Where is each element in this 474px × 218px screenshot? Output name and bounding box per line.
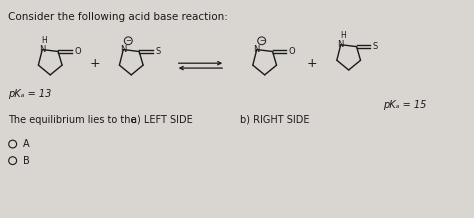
Text: +: + [90,57,100,70]
Text: pKₐ = 13: pKₐ = 13 [8,89,51,99]
Text: O: O [74,47,81,56]
Text: N: N [254,45,260,54]
Text: +: + [307,57,318,70]
Text: N: N [120,45,127,54]
Text: Consider the following acid base reaction:: Consider the following acid base reactio… [8,12,228,22]
Text: A: A [23,139,29,149]
Text: b) RIGHT SIDE: b) RIGHT SIDE [240,115,310,125]
Text: O: O [289,47,295,56]
Text: −: − [259,38,264,44]
Text: H: H [41,36,47,45]
Text: N: N [39,45,46,54]
Text: The equilibrium lies to the: The equilibrium lies to the [8,115,136,125]
Text: B: B [23,156,29,166]
Text: −: − [125,38,131,44]
Text: S: S [373,42,378,51]
Text: S: S [155,47,161,56]
Text: a) LEFT SIDE: a) LEFT SIDE [131,115,193,125]
Text: pKₐ = 15: pKₐ = 15 [383,100,427,110]
Text: N: N [337,40,344,49]
Text: H: H [340,31,346,40]
